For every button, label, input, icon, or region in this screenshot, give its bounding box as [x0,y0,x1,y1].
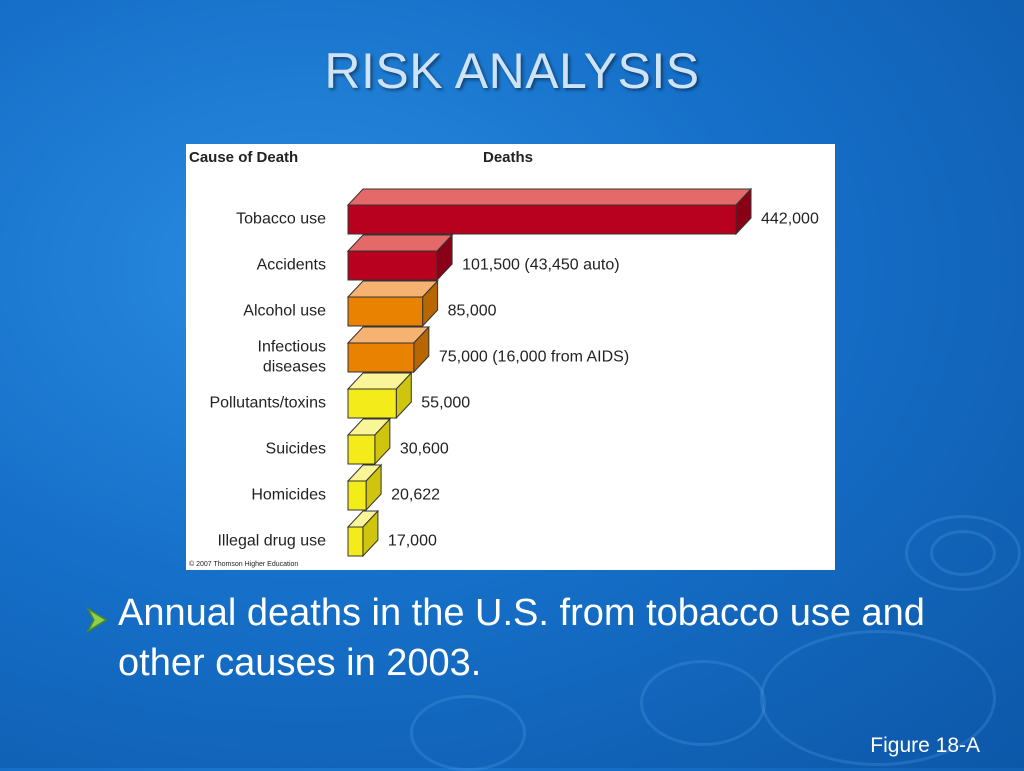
deaths-bar-chart: Cause of Death Deaths Tobacco use 442,000 Ac… [189,149,819,568]
value-label-5: 30,600 [400,441,449,458]
value-label-4: 55,000 [421,395,470,412]
bar-3 [347,342,415,373]
chart-panel: Cause of Death Deaths Tobacco use 442,000 Ac… [186,144,835,570]
bar-0 [347,204,737,235]
bar-5 [347,434,376,465]
category-label-3-line-2: diseases [263,359,326,376]
header-cause-of-death: Cause of Death [189,149,298,166]
bar-top-1 [346,234,454,252]
value-label-2: 85,000 [448,303,497,320]
value-label-0: 442,000 [761,211,819,228]
category-label-4: Pollutants/toxins [209,395,326,412]
category-label-1: Accidents [257,257,326,274]
bar-2 [347,296,424,327]
slide-title: RISK ANALYSIS [324,43,700,99]
category-label-0: Tobacco use [236,211,326,228]
bar-1 [347,250,438,281]
value-label-7: 17,000 [388,533,437,550]
category-label-6: Homicides [251,487,326,504]
header-deaths: Deaths [483,149,533,166]
bar-top-2 [346,280,439,298]
bar-7 [347,526,364,557]
bar-6 [347,480,367,511]
bar-4 [347,388,397,419]
value-label-6: 20,622 [391,487,440,504]
value-label-1: 101,500 (43,450 auto) [462,257,619,274]
bar-top-0 [346,188,753,206]
category-label-7: Illegal drug use [217,533,326,550]
category-label-3-line-1: Infectious [258,339,326,356]
bullet-text: Annual deaths in the U.S. from tobacco u… [118,592,925,684]
copyright-note: © 2007 Thomson Higher Education [189,560,298,568]
value-label-3: 75,000 (16,000 from AIDS) [439,349,629,366]
figure-label: Figure 18-A [870,734,980,757]
arrow-bullet-icon [85,588,118,688]
category-label-2: Alcohol use [243,303,326,320]
bullet-point: Annual deaths in the U.S. from tobacco u… [85,588,1006,688]
category-label-5: Suicides [266,441,326,458]
